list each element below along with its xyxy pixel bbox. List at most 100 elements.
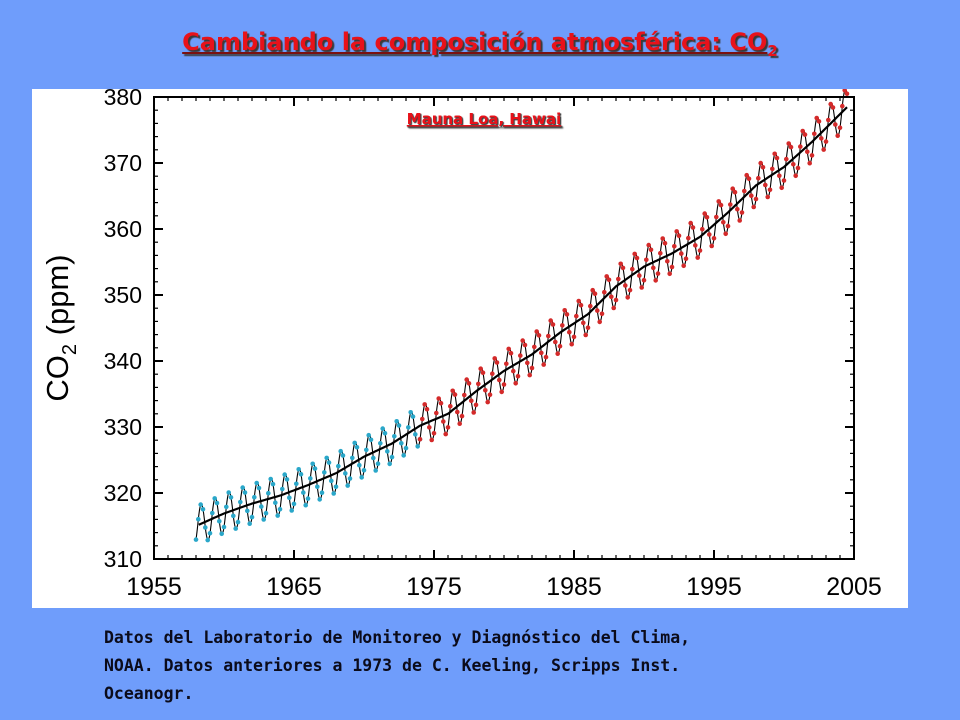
- data-point-1: [270, 481, 276, 487]
- data-point-1: [231, 513, 236, 519]
- data-point-1: [387, 461, 393, 467]
- data-point-2: [686, 235, 691, 241]
- data-point-2: [478, 366, 484, 372]
- data-point-2: [756, 175, 761, 181]
- data-point-2: [492, 356, 498, 361]
- data-point-2: [805, 149, 810, 155]
- data-point-2: [434, 410, 439, 416]
- data-point-2: [513, 381, 518, 386]
- data-point-1: [233, 526, 238, 531]
- chart-annotation: Mauna Loa, Hawai: [407, 110, 561, 128]
- data-point-2: [548, 318, 553, 323]
- data-point-2: [529, 365, 535, 371]
- data-point-2: [506, 346, 512, 352]
- data-point-1: [308, 476, 313, 481]
- data-point-2: [618, 261, 623, 267]
- data-point-2: [742, 188, 747, 194]
- data-point-1: [280, 486, 285, 492]
- data-point-1: [287, 495, 292, 501]
- data-point-1: [261, 517, 266, 522]
- data-point-2: [599, 311, 605, 317]
- data-point-1: [357, 462, 362, 468]
- data-point-2: [452, 392, 458, 397]
- data-point-2: [704, 215, 710, 220]
- data-point-2: [795, 165, 801, 171]
- data-point-2: [672, 244, 677, 249]
- data-point-2: [497, 377, 502, 383]
- data-point-2: [441, 419, 446, 424]
- data-point-2: [665, 259, 670, 264]
- data-point-2: [833, 122, 838, 127]
- data-point-1: [347, 476, 353, 481]
- data-point-2: [709, 243, 714, 249]
- label-layer: 1955 1965 1975 1985 1995 2005 310 320 330 340 350 3…: [40, 89, 882, 601]
- data-point-1: [396, 423, 402, 428]
- data-point-1: [226, 490, 231, 495]
- deseasonalized-trend-line: [198, 106, 848, 526]
- data-point-1: [329, 478, 334, 484]
- data-point-1: [392, 434, 397, 439]
- data-point-1: [235, 519, 241, 525]
- data-point-2: [711, 236, 717, 241]
- data-point-1: [322, 470, 327, 475]
- data-point-2: [438, 400, 444, 406]
- data-point-2: [737, 218, 742, 223]
- data-point-2: [683, 256, 689, 261]
- data-point-1: [240, 485, 245, 490]
- slide-title-subscript: 2: [767, 41, 778, 60]
- data-point-2: [732, 189, 738, 195]
- data-point-2: [681, 263, 686, 269]
- data-point-1: [410, 414, 416, 419]
- data-point-1: [305, 496, 311, 501]
- data-point-1: [221, 524, 227, 530]
- data-point-2: [590, 287, 595, 293]
- data-point-2: [786, 141, 791, 146]
- data-point-1: [338, 448, 344, 454]
- data-point-2: [637, 273, 642, 278]
- data-point-1: [284, 477, 290, 482]
- data-point-2: [830, 105, 836, 110]
- data-point-2: [469, 398, 474, 404]
- data-point-2: [455, 409, 460, 415]
- data-point-2: [658, 250, 663, 256]
- monthly-series-line-2: [419, 89, 848, 442]
- data-point-2: [620, 265, 626, 271]
- data-point-2: [555, 351, 560, 357]
- data-point-2: [431, 431, 437, 436]
- data-point-1: [340, 453, 346, 458]
- data-point-2: [693, 243, 698, 248]
- data-point-2: [753, 196, 759, 202]
- data-point-1: [352, 440, 358, 446]
- data-point-1: [331, 491, 337, 496]
- data-point-2: [616, 276, 621, 282]
- y-tick-label: 350: [104, 282, 142, 308]
- data-point-2: [480, 370, 486, 376]
- data-point-1: [319, 490, 325, 496]
- data-point-2: [718, 202, 724, 208]
- data-point-2: [814, 115, 819, 121]
- data-point-2: [728, 202, 733, 207]
- data-point-2: [417, 436, 423, 442]
- data-point-1: [291, 501, 297, 507]
- data-point-2: [765, 194, 770, 200]
- data-point-2: [784, 156, 789, 162]
- data-point-2: [674, 229, 679, 234]
- data-point-2: [578, 302, 584, 308]
- data-point-2: [739, 210, 745, 215]
- data-point-2: [532, 344, 537, 350]
- data-point-2: [567, 329, 572, 335]
- data-point-2: [606, 277, 612, 283]
- data-point-1: [408, 410, 414, 415]
- data-point-2: [588, 303, 593, 309]
- data-point-1: [312, 466, 318, 471]
- data-point-1: [203, 525, 208, 530]
- data-point-2: [464, 377, 470, 382]
- data-point-2: [798, 144, 803, 149]
- data-point-2: [770, 166, 775, 172]
- data-point-2: [641, 277, 647, 283]
- data-point-2: [632, 251, 637, 257]
- data-point-1: [210, 510, 215, 516]
- data-point-2: [576, 298, 581, 304]
- data-point-2: [662, 240, 668, 246]
- data-point-2: [445, 425, 451, 430]
